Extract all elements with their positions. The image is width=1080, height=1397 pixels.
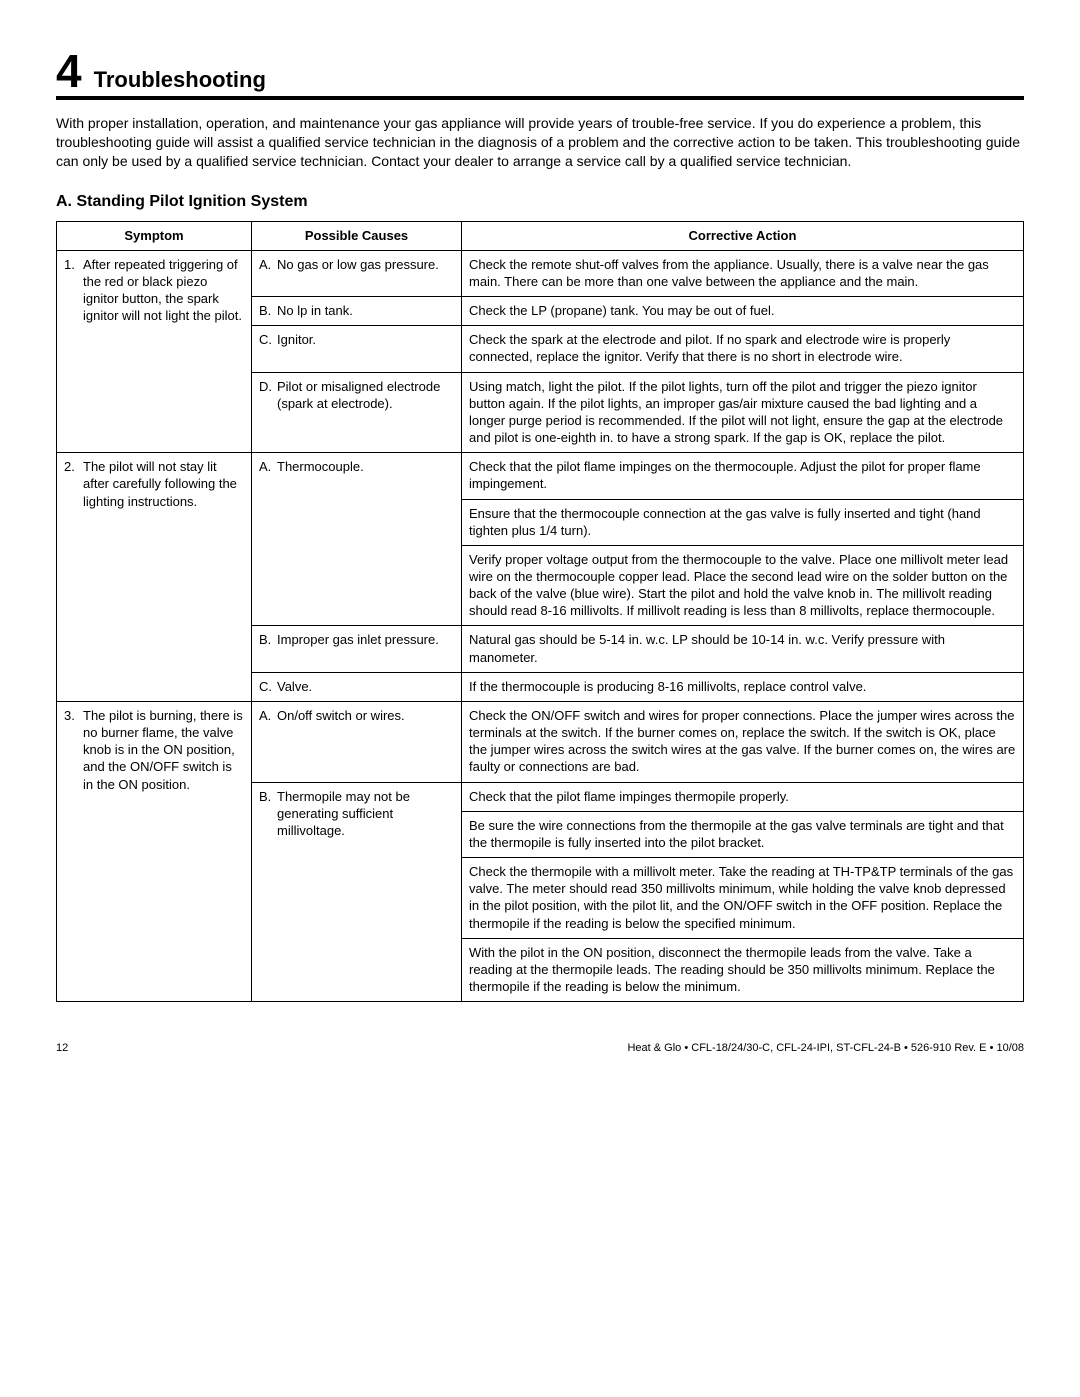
action-cell: Be sure the wire connections from the th… — [462, 811, 1024, 857]
action-cell: Ensure that the thermocouple connection … — [462, 499, 1024, 545]
action-cell: Check the LP (propane) tank. You may be … — [462, 297, 1024, 326]
action-cell: Natural gas should be 5-14 in. w.c. LP s… — [462, 626, 1024, 672]
chapter-header: 4 Troubleshooting — [56, 48, 1024, 100]
action-cell: Check that the pilot flame impinges on t… — [462, 453, 1024, 499]
troubleshooting-table: Symptom Possible Causes Corrective Actio… — [56, 221, 1024, 1002]
action-cell: If the thermocouple is producing 8-16 mi… — [462, 672, 1024, 701]
action-cell: Check the remote shut-off valves from th… — [462, 250, 1024, 296]
section-heading: A. Standing Pilot Ignition System — [56, 193, 1024, 211]
table-header-row: Symptom Possible Causes Corrective Actio… — [57, 221, 1024, 250]
header-action: Corrective Action — [462, 221, 1024, 250]
cause-cell: A.Thermocouple. — [252, 453, 462, 626]
page-number: 12 — [56, 1042, 68, 1054]
header-causes: Possible Causes — [252, 221, 462, 250]
table-row: 3.The pilot is burning, there is no burn… — [57, 701, 1024, 782]
chapter-number: 4 — [56, 48, 82, 94]
cause-cell: C.Ignitor. — [252, 326, 462, 372]
symptom-cell: 3.The pilot is burning, there is no burn… — [57, 701, 252, 1001]
action-cell: Check that the pilot flame impinges ther… — [462, 782, 1024, 811]
cause-cell: D.Pilot or misaligned electrode (spark a… — [252, 372, 462, 453]
action-cell: Check the ON/OFF switch and wires for pr… — [462, 701, 1024, 782]
page-footer: 12 Heat & Glo • CFL-18/24/30-C, CFL-24-I… — [56, 1042, 1024, 1054]
cause-cell: B.Thermopile may not be generating suffi… — [252, 782, 462, 1002]
action-cell: Check the thermopile with a millivolt me… — [462, 858, 1024, 939]
header-symptom: Symptom — [57, 221, 252, 250]
cause-cell: B.Improper gas inlet pressure. — [252, 626, 462, 672]
cause-cell: A.No gas or low gas pressure. — [252, 250, 462, 296]
cause-cell: C.Valve. — [252, 672, 462, 701]
cause-cell: B.No lp in tank. — [252, 297, 462, 326]
symptom-cell: 2.The pilot will not stay lit after care… — [57, 453, 252, 702]
action-cell: Using match, light the pilot. If the pil… — [462, 372, 1024, 453]
action-cell: With the pilot in the ON position, disco… — [462, 938, 1024, 1001]
document-id: Heat & Glo • CFL-18/24/30-C, CFL-24-IPI,… — [627, 1042, 1024, 1054]
intro-paragraph: With proper installation, operation, and… — [56, 114, 1024, 171]
action-cell: Check the spark at the electrode and pil… — [462, 326, 1024, 372]
table-row: 1.After repeated triggering of the red o… — [57, 250, 1024, 296]
action-cell: Verify proper voltage output from the th… — [462, 545, 1024, 626]
symptom-cell: 1.After repeated triggering of the red o… — [57, 250, 252, 452]
table-row: 2.The pilot will not stay lit after care… — [57, 453, 1024, 499]
cause-cell: A.On/off switch or wires. — [252, 701, 462, 782]
chapter-title: Troubleshooting — [94, 67, 266, 93]
